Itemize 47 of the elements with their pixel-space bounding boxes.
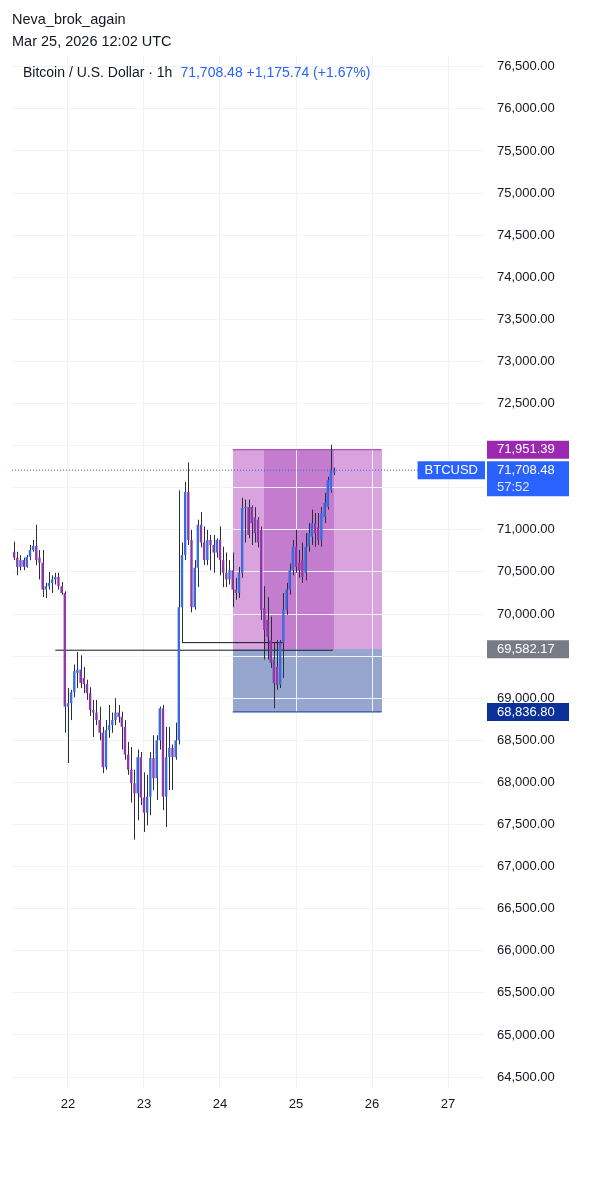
text: Mar 25, 2026 12:02 UTC [12, 32, 172, 51]
y2-tick-label: 71,951.39 [497, 441, 555, 457]
y-tick-label: 68,500.00 [497, 731, 555, 747]
candlestick [209, 534, 212, 571]
y-tick-label: 68,000.00 [497, 773, 555, 789]
y-tick-label: 74,000.00 [497, 268, 555, 284]
y-tick-label: 65,500.00 [497, 984, 555, 1000]
candlestick [212, 534, 215, 574]
y-tick-label: 73,000.00 [497, 353, 555, 369]
y-tick-label: 76,500.00 [497, 58, 555, 74]
y-tick-label: 70,500.00 [497, 563, 555, 579]
y2-tick-label: 68,836.80 [497, 703, 555, 719]
candlestick [171, 744, 174, 791]
y-tick-label: 72,500.00 [497, 395, 555, 411]
ref-line-label: BTCUSD [424, 461, 479, 477]
candlestick [66, 687, 70, 764]
y-tick-label: 75,500.00 [497, 142, 555, 158]
y-tick-label: 66,000.00 [497, 942, 555, 958]
x-tick-label: 23 [136, 1096, 152, 1112]
candlestick [79, 654, 82, 689]
candlestick [152, 734, 155, 791]
x-tick-label: 22 [60, 1096, 76, 1112]
x-tick-label: 25 [288, 1096, 304, 1112]
text: Bitcoin / U.S. Dollar · 1h [23, 64, 173, 80]
text: Neva_brok_again [12, 10, 127, 29]
candlestick [231, 552, 234, 608]
y-tick-label: 75,000.00 [497, 184, 555, 200]
y-tick-label: 67,000.00 [497, 858, 555, 874]
y-tick-label: 67,500.00 [497, 816, 555, 832]
x-tick-label: 26 [364, 1096, 380, 1112]
y-tick-label: 64,500.00 [497, 1068, 555, 1084]
y-tick-label: 71,000.00 [497, 521, 555, 537]
y-tick-label: 74,500.00 [497, 226, 555, 242]
y-tick-label: 65,000.00 [497, 1026, 555, 1042]
x-tick-label: 27 [440, 1096, 456, 1112]
y-tick-label: 70,000.00 [497, 605, 555, 621]
y2-tick-label: 71,708.48 [497, 461, 555, 477]
candlestick [206, 529, 209, 566]
y-tick-label: 73,500.00 [497, 310, 555, 326]
y-tick-label: 69,000.00 [497, 689, 555, 705]
y-tick-label: 76,000.00 [497, 100, 555, 116]
text: 71,708.48 +1,175.74 (+1.67%) [180, 64, 371, 80]
text: 57:52 [497, 478, 530, 494]
candlestick [301, 541, 304, 584]
y2-tick-label: 69,582.17 [497, 640, 555, 656]
y-tick-label: 66,500.00 [497, 900, 555, 916]
x-tick-label: 24 [212, 1096, 228, 1112]
